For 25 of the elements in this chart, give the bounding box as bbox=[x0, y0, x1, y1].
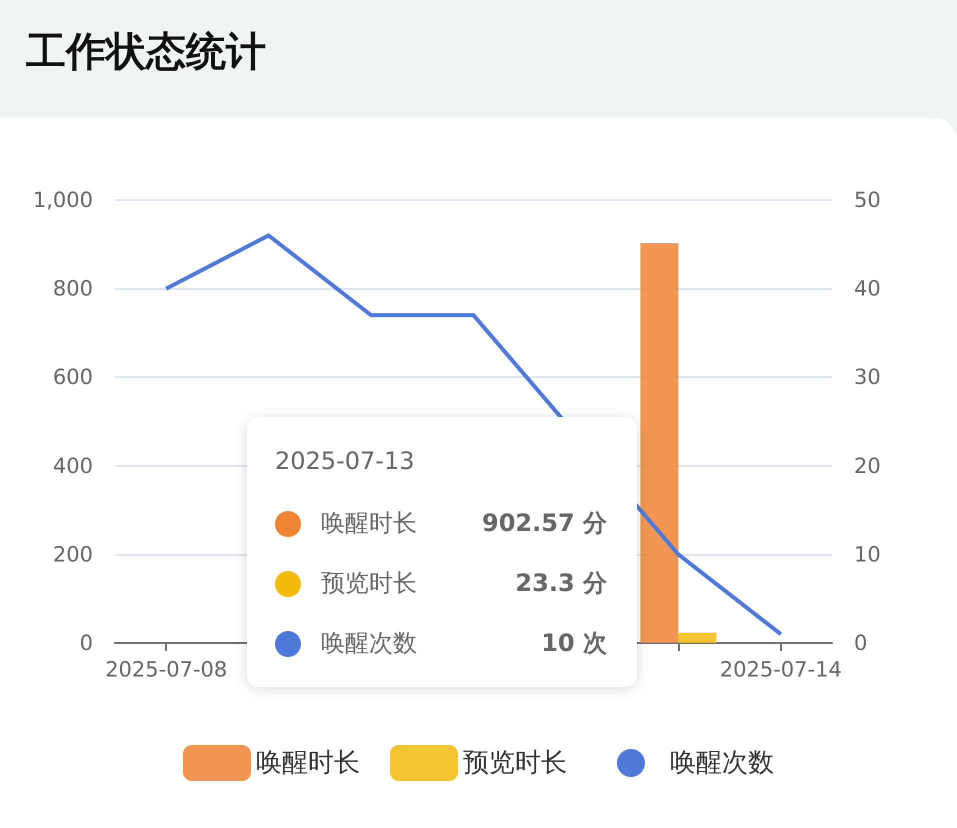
y2-tick-label: 40 bbox=[854, 276, 881, 301]
text: 预览时长 bbox=[321, 569, 417, 597]
annotation: 23.3 分 bbox=[515, 568, 607, 599]
y2-tick-label: 30 bbox=[854, 365, 881, 390]
y-tick-label: 400 bbox=[52, 454, 93, 478]
annotation: 10 次 bbox=[541, 628, 607, 659]
legend-label: 唤醒时长 bbox=[321, 508, 417, 539]
y2-tick-label: 50 bbox=[854, 188, 881, 212]
y2-tick-label: 10 bbox=[854, 542, 881, 566]
y-tick-label: 600 bbox=[52, 365, 93, 390]
legend-label: 唤醒次数 bbox=[321, 628, 417, 659]
text: 唤醒次数 bbox=[670, 748, 774, 778]
y-tick-label: 0 bbox=[80, 631, 93, 655]
y2-tick-label: 0 bbox=[854, 631, 868, 655]
x-tick-label: 2025-07-14 bbox=[720, 658, 842, 682]
x-tick-label: 2025-07-08 bbox=[105, 658, 228, 682]
y-tick-label: 800 bbox=[52, 276, 93, 301]
chart-title: 工作状态统计 bbox=[26, 28, 266, 77]
legend-label: 预览时长 bbox=[463, 748, 567, 778]
y-tick-label: 1,000 bbox=[32, 188, 93, 212]
y2-tick-label: 20 bbox=[854, 454, 881, 478]
annotation: 2025-07-13 bbox=[275, 447, 416, 477]
annotation: 902.57 分 bbox=[482, 508, 607, 539]
text: 唤醒时长 bbox=[256, 748, 360, 778]
y-tick-label: 200 bbox=[52, 542, 93, 566]
